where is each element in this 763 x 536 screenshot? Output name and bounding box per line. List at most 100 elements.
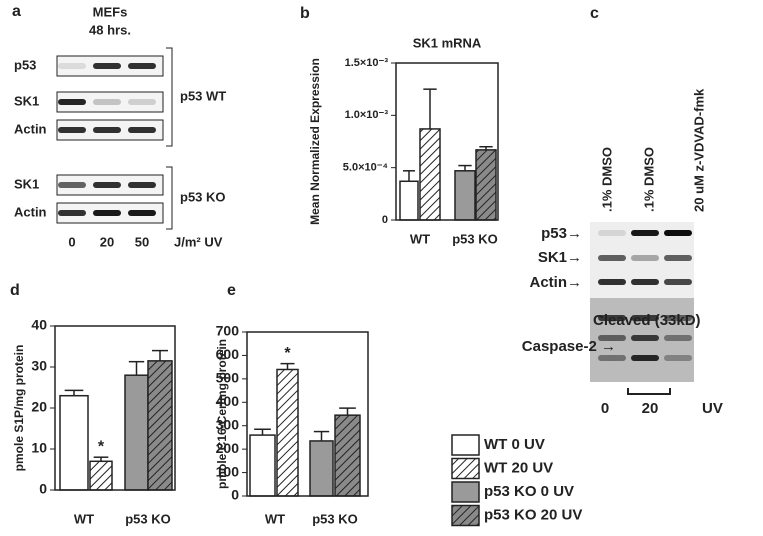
legend-label: WT 0 UV <box>484 436 545 453</box>
legend-swatch <box>451 457 480 480</box>
lane-label: 20 uM z-VDVAD-fmk <box>691 88 706 212</box>
group-label: p53 WT <box>180 88 226 103</box>
lane-label: 20 <box>100 234 114 249</box>
chart-title: SK1 mRNA <box>413 35 482 50</box>
panel-label: b <box>300 5 310 22</box>
band <box>664 335 692 341</box>
panel-label: d <box>10 282 20 299</box>
legend-label: WT 20 UV <box>484 459 553 476</box>
y-tick-label: 100 <box>216 463 240 479</box>
row-label: Cleaved (33kD) <box>593 312 701 329</box>
band <box>631 355 659 361</box>
band <box>58 127 86 133</box>
row-label: Caspase-2 → <box>522 338 616 355</box>
legend-swatch <box>451 504 480 527</box>
band <box>128 63 156 69</box>
bar <box>147 360 173 491</box>
annotation: * <box>98 438 105 455</box>
band <box>598 355 626 361</box>
band <box>598 279 626 285</box>
row-label: Actin <box>14 204 47 219</box>
blot-box <box>56 91 164 113</box>
y-tick-label: 0 <box>39 481 47 497</box>
y-tick-label: 200 <box>216 440 240 456</box>
band <box>664 255 692 261</box>
panel-label: a <box>12 3 21 20</box>
x-tick-label: WT <box>265 511 285 526</box>
dose-label: 0 <box>601 400 609 417</box>
bar <box>59 394 89 491</box>
y-tick-label: 20 <box>31 399 47 415</box>
bar <box>454 170 476 221</box>
dose-label: 20 <box>642 400 659 417</box>
band <box>631 335 659 341</box>
bar <box>475 149 497 221</box>
y-axis-label: Mean Normalized Expression <box>308 58 322 225</box>
legend-swatch <box>451 481 480 503</box>
bar <box>309 440 334 497</box>
band <box>93 182 121 188</box>
blot-title: MEFs <box>93 4 128 19</box>
band <box>128 210 156 216</box>
frame <box>54 325 176 491</box>
band <box>664 355 692 361</box>
dose-unit: UV <box>702 400 723 417</box>
y-tick-label: 30 <box>31 358 47 374</box>
y-tick-label: 40 <box>31 317 47 333</box>
row-label: SK1→ <box>538 249 582 266</box>
frame <box>395 62 499 221</box>
lane-unit: J/m² UV <box>174 234 223 249</box>
y-tick-label: 300 <box>216 416 240 432</box>
band <box>664 230 692 236</box>
y-tick-label: 0 <box>382 214 388 226</box>
band <box>664 279 692 285</box>
band <box>58 63 86 69</box>
band <box>631 255 659 261</box>
x-tick-label: p53 KO <box>312 511 358 526</box>
y-tick-label: 500 <box>216 370 240 386</box>
lane-label: 50 <box>135 234 149 249</box>
lane-label: 0 <box>68 234 75 249</box>
legend-label: p53 KO 20 UV <box>484 506 582 523</box>
x-tick-label: WT <box>410 231 430 246</box>
band <box>598 335 626 341</box>
x-tick-label: WT <box>74 511 94 526</box>
band <box>598 255 626 261</box>
row-label: Actin→ <box>530 274 583 291</box>
bar <box>276 368 299 497</box>
bar <box>249 434 276 497</box>
bar <box>419 128 441 221</box>
bracket <box>166 47 173 147</box>
y-tick-label: 400 <box>216 393 240 409</box>
band <box>631 230 659 236</box>
row-label: SK1 <box>14 176 39 191</box>
y-tick-label: 1.5×10⁻³ <box>345 57 389 69</box>
y-tick-label: 5.0×10⁻⁴ <box>343 162 388 174</box>
bar <box>334 414 361 497</box>
band <box>58 99 86 105</box>
bracket <box>627 388 671 395</box>
row-label: p53→ <box>541 225 582 242</box>
band <box>93 99 121 105</box>
band <box>631 315 659 321</box>
band <box>93 210 121 216</box>
y-tick-label: 0 <box>231 487 239 503</box>
y-tick-label: 1.0×10⁻³ <box>345 109 389 121</box>
band <box>128 99 156 105</box>
annotation: * <box>284 345 291 362</box>
bar <box>89 460 113 491</box>
band <box>93 63 121 69</box>
x-tick-label: p53 KO <box>125 511 171 526</box>
band <box>664 315 692 321</box>
band <box>93 127 121 133</box>
frame <box>246 331 369 497</box>
bracket <box>166 166 173 230</box>
lane-label: .1% DMSO <box>599 147 614 212</box>
band <box>128 182 156 188</box>
band <box>631 279 659 285</box>
row-label: SK1 <box>14 93 39 108</box>
y-tick-label: 10 <box>31 440 47 456</box>
band <box>598 315 626 321</box>
y-axis-label: pmole S1P/mg protein <box>12 345 26 472</box>
